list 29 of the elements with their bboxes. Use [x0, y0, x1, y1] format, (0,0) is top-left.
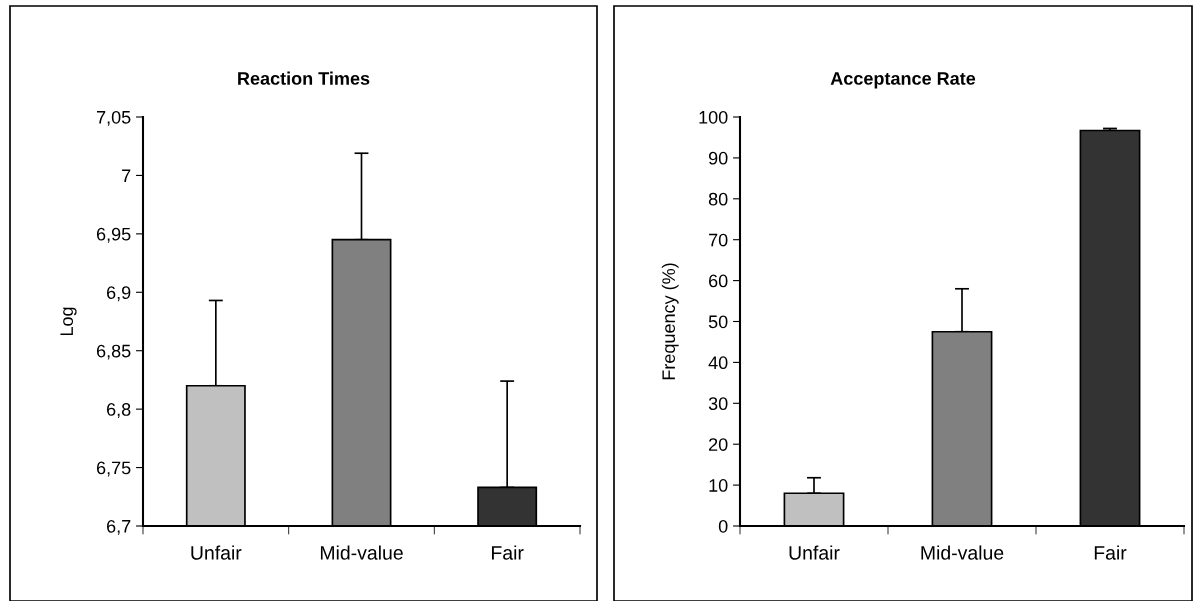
x-tick-label: Unfair [789, 545, 840, 560]
x-tick-label: Mid-value [320, 545, 403, 560]
y-tick-label: 6,9 [107, 286, 131, 302]
x-tick-label: Unfair [191, 545, 242, 560]
y-axis-title: Log [60, 307, 77, 336]
chart-title: Acceptance Rate [830, 72, 976, 89]
x-tick-label: Fair [1094, 545, 1127, 560]
y-tick-label: 40 [708, 356, 728, 370]
y-tick-label: 6,7 [107, 519, 131, 535]
y-tick-label: 50 [708, 315, 728, 329]
y-tick-label: 6,8 [107, 403, 131, 418]
y-tick-label: 60 [709, 274, 728, 288]
chart-title: Reaction Times [238, 71, 370, 85]
x-tick-label: Mid-value [921, 545, 1004, 560]
y-axis-title: Frequency (%) [661, 263, 679, 380]
y-tick-label: 0 [718, 519, 728, 533]
x-tick-label: Fair [492, 545, 524, 560]
y-tick-label: 7 [122, 169, 131, 182]
y-tick-label: 6,85 [96, 344, 131, 360]
y-tick-label: 100 [699, 110, 728, 124]
y-tick-label: 90 [708, 151, 728, 165]
y-tick-label: 80 [708, 192, 728, 206]
y-tick-label: 70 [709, 233, 728, 247]
y-tick-label: 30 [708, 397, 728, 411]
y-tick-label: 10 [709, 479, 728, 492]
y-tick-label: 6,75 [96, 461, 131, 477]
y-tick-label: 7,05 [96, 110, 131, 126]
y-tick-label: 6,95 [96, 227, 131, 243]
y-tick-label: 20 [709, 438, 728, 451]
